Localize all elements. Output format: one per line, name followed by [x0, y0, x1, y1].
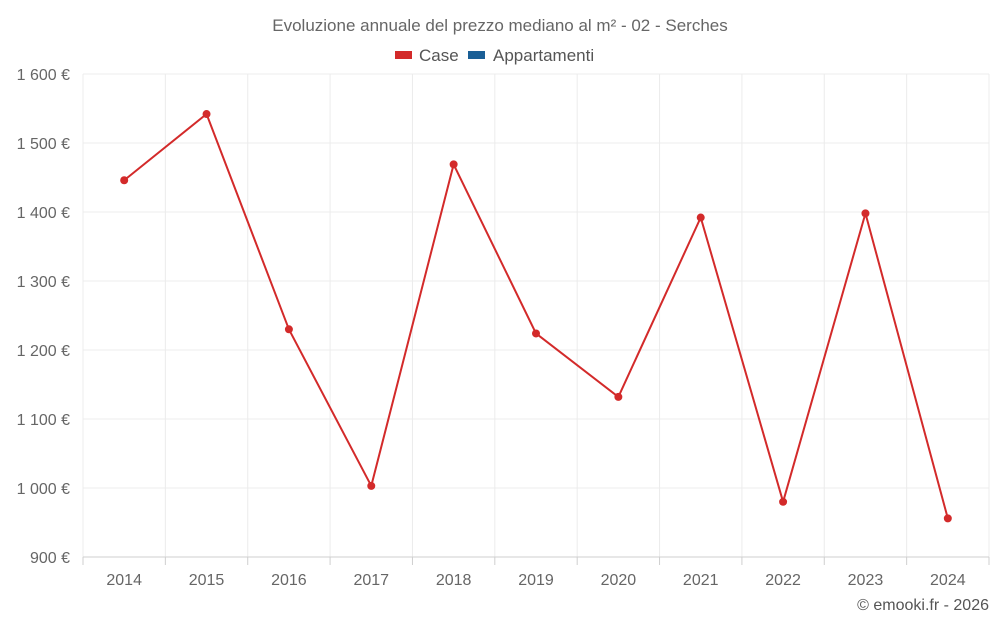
data-point-case-2018[interactable] — [449, 160, 458, 169]
data-point-case-2016[interactable] — [284, 325, 293, 334]
y-tick-label: 1 200 € — [17, 343, 70, 360]
x-tick-label: 2023 — [848, 572, 884, 589]
legend-item-appartamenti[interactable]: Appartamenti — [468, 46, 594, 65]
x-tick-label: 2020 — [601, 572, 637, 589]
data-point-case-2015[interactable] — [202, 110, 211, 119]
legend-label-appartamenti: Appartamenti — [493, 46, 594, 65]
legend-label-case: Case — [419, 46, 459, 65]
y-tick-label: 1 500 € — [17, 136, 70, 153]
chart-title: Evoluzione annuale del prezzo mediano al… — [272, 16, 727, 35]
data-point-case-2022[interactable] — [779, 497, 788, 506]
y-tick-label: 900 € — [30, 550, 70, 567]
legend-swatch-appartamenti — [468, 51, 485, 59]
grid — [82, 73, 990, 557]
x-axis: 2014 2015 2016 2017 2018 2019 2020 2021 2022 2023… — [82, 556, 990, 589]
data-point-case-2023[interactable] — [861, 209, 870, 218]
x-tick-label: 2017 — [353, 572, 389, 589]
legend-swatch-case — [395, 51, 412, 59]
y-tick-label: 1 000 € — [17, 481, 70, 498]
x-tick-label: 2018 — [436, 572, 472, 589]
x-tick-label: 2015 — [189, 572, 225, 589]
x-tick-label: 2016 — [271, 572, 307, 589]
y-axis: 900 € 1 000 € 1 100 € 1 200 € 1 300 € 1 400 €… — [17, 67, 70, 567]
legend: Case Appartamenti — [395, 46, 594, 65]
data-point-case-2024[interactable] — [943, 514, 952, 523]
x-tick-label: 2021 — [683, 572, 719, 589]
y-tick-label: 1 600 € — [17, 67, 70, 84]
data-point-case-2017[interactable] — [367, 481, 376, 490]
y-tick-label: 1 100 € — [17, 412, 70, 429]
data-point-case-2014[interactable] — [120, 176, 129, 185]
y-tick-label: 1 300 € — [17, 274, 70, 291]
y-tick-label: 1 400 € — [17, 205, 70, 222]
x-tick-label: 2014 — [106, 572, 142, 589]
series-case — [120, 110, 952, 523]
data-point-case-2020[interactable] — [614, 392, 623, 401]
data-point-case-2019[interactable] — [532, 329, 540, 338]
legend-item-case[interactable]: Case — [395, 46, 459, 65]
x-tick-label: 2019 — [518, 572, 554, 589]
x-tick-label: 2022 — [765, 572, 801, 589]
data-point-case-2021[interactable] — [696, 213, 705, 222]
credit-text: © emooki.fr - 2026 — [857, 597, 989, 614]
x-tick-label: 2024 — [930, 572, 966, 589]
